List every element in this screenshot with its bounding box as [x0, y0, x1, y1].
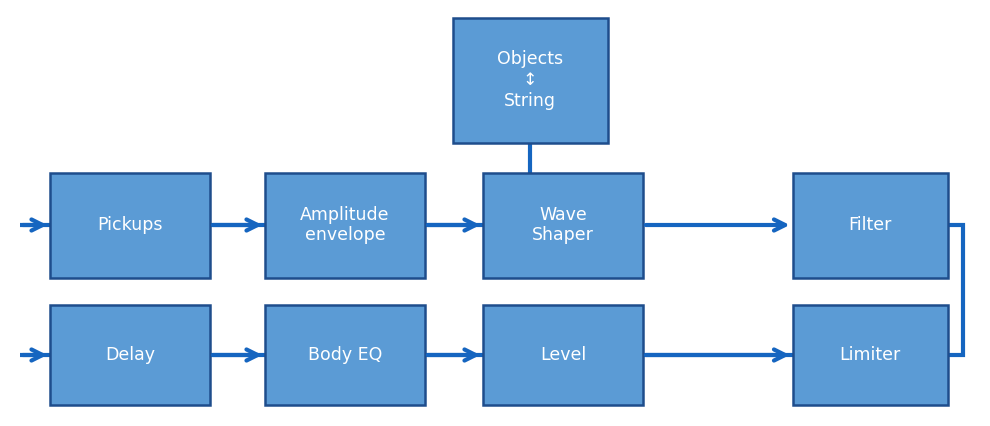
Text: Pickups: Pickups [97, 216, 162, 234]
FancyBboxPatch shape [265, 305, 425, 405]
Text: Wave
Shaper: Wave Shaper [532, 206, 594, 245]
FancyBboxPatch shape [483, 305, 643, 405]
Text: Level: Level [540, 346, 586, 364]
FancyBboxPatch shape [793, 173, 947, 277]
FancyBboxPatch shape [452, 17, 608, 143]
Text: Amplitude
envelope: Amplitude envelope [300, 206, 390, 245]
FancyBboxPatch shape [483, 173, 643, 277]
Text: Filter: Filter [848, 216, 892, 234]
Text: Body EQ: Body EQ [308, 346, 382, 364]
FancyBboxPatch shape [265, 173, 425, 277]
Text: Objects
↕
String: Objects ↕ String [497, 50, 563, 110]
FancyBboxPatch shape [50, 305, 210, 405]
FancyBboxPatch shape [50, 173, 210, 277]
Text: Delay: Delay [105, 346, 155, 364]
Text: Limiter: Limiter [840, 346, 901, 364]
FancyBboxPatch shape [793, 305, 947, 405]
